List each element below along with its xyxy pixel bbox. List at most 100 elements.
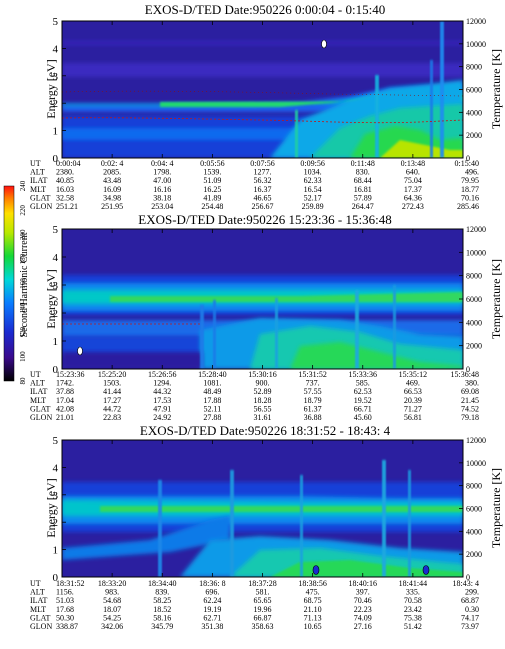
panel-2: EXOS-D/TED Date:950226 15:23:36 - 15:36:… — [30, 212, 503, 422]
table-row-label: GLON — [30, 413, 52, 422]
table-cell: 0:05:56 — [200, 159, 224, 168]
table-cell: 22.23 — [354, 605, 372, 614]
table-cell: 0:13:48 — [401, 159, 425, 168]
table-cell: 54.25 — [103, 613, 121, 622]
table-cell: 37.88 — [56, 387, 74, 396]
table-cell: 36.88 — [304, 413, 322, 422]
table-cell: 358.63 — [252, 622, 274, 631]
table-cell: 253.04 — [151, 202, 173, 211]
table-cell: 1503. — [103, 379, 121, 388]
table-cell: 45.60 — [354, 413, 372, 422]
ytick-label: 0 — [53, 572, 59, 584]
ytick-label: 5 — [53, 435, 59, 447]
table-row-label: MLT — [30, 396, 46, 405]
table-cell: 66.87 — [254, 613, 272, 622]
table-cell: 342.06 — [101, 622, 123, 631]
table-cell: 0.30 — [465, 605, 479, 614]
table-cell: 32.58 — [56, 193, 74, 202]
table-cell: 272.43 — [402, 202, 424, 211]
table-cell: 74.09 — [354, 613, 372, 622]
table-cell: 299. — [465, 588, 479, 597]
table-cell: 696. — [205, 588, 219, 597]
table-cell: 62.24 — [203, 596, 221, 605]
table-cell: 15:26:56 — [148, 370, 176, 379]
table-cell: 57.55 — [304, 387, 322, 396]
ytick-label: 4 — [53, 462, 59, 474]
table-cell: 74.17 — [461, 613, 479, 622]
colorbar-tick-label: 160 — [19, 278, 27, 289]
table-cell: 51.09 — [203, 176, 221, 185]
table-cell: 20.39 — [404, 396, 422, 405]
table-cell: 0:02: 4 — [101, 159, 123, 168]
panel-2-ylabel: Energy [eV] — [44, 269, 58, 328]
table-cell: 345.79 — [151, 622, 173, 631]
table-cell: 68.87 — [461, 596, 479, 605]
table-cell: 0:07:56 — [250, 159, 274, 168]
table-row-label: UT — [30, 159, 41, 168]
panel-2-heatmap — [62, 229, 463, 369]
y2tick-label: 0 — [466, 573, 470, 582]
table-cell: 351.38 — [201, 622, 223, 631]
table-cell: 285.46 — [457, 202, 479, 211]
table-cell: 640. — [406, 168, 420, 177]
colorbar-tick-label: 120 — [19, 327, 27, 338]
table-cell: 41.44 — [103, 387, 121, 396]
table-cell: 40.85 — [56, 176, 74, 185]
table-cell: 256.67 — [252, 202, 274, 211]
table-cell: 338.87 — [56, 622, 78, 631]
y2tick-label: 10000 — [466, 459, 486, 468]
table-cell: 27.88 — [203, 413, 221, 422]
table-cell: 24.92 — [153, 413, 171, 422]
table-cell: 21.01 — [56, 413, 74, 422]
table-cell: 57.89 — [354, 193, 372, 202]
colorbar-tick-label: 200 — [19, 229, 27, 240]
table-cell: 43.48 — [103, 176, 121, 185]
table-row-label: GLON — [30, 622, 52, 631]
table-cell: 496. — [465, 168, 479, 177]
table-cell: 19.52 — [354, 396, 372, 405]
table-cell: 69.08 — [461, 387, 479, 396]
table-cell: 62.53 — [354, 387, 372, 396]
colorbar-tick-label: 140 — [19, 302, 27, 313]
table-row-label: GLAT — [30, 613, 51, 622]
table-cell: 1798. — [153, 168, 171, 177]
table-cell: 15:23:36 — [56, 370, 84, 379]
table-cell: 581. — [256, 588, 270, 597]
ytick-label: 2 — [53, 98, 59, 110]
y2tick-label: 2000 — [466, 131, 482, 140]
table-cell: 52.17 — [304, 193, 322, 202]
y2tick-label: 4000 — [466, 108, 482, 117]
table-cell: 18.07 — [103, 605, 121, 614]
panel-3-y2label: Temperature [K] — [489, 468, 503, 548]
table-cell: 1294. — [153, 379, 171, 388]
y2tick-label: 8000 — [466, 272, 482, 281]
ytick-label: 1 — [53, 545, 59, 557]
table-cell: 251.95 — [101, 202, 123, 211]
table-cell: 18.77 — [461, 185, 479, 194]
y2tick-label: 12000 — [466, 17, 486, 26]
y2tick-label: 10000 — [466, 248, 486, 257]
table-cell: 469. — [406, 379, 420, 388]
table-cell: 16.16 — [153, 185, 171, 194]
ytick-label: 1 — [53, 336, 59, 348]
colorbar-tick-label: 100 — [19, 351, 27, 362]
table-cell: 259.89 — [302, 202, 324, 211]
table-cell: 56.55 — [254, 404, 272, 413]
table-cell: 737. — [306, 379, 320, 388]
table-cell: 51.42 — [404, 622, 422, 631]
table-cell: 41.89 — [203, 193, 221, 202]
y2tick-label: 6000 — [466, 295, 482, 304]
table-cell: 79.95 — [461, 176, 479, 185]
table-cell: 17.37 — [404, 185, 422, 194]
y2tick-label: 6000 — [466, 86, 482, 95]
table-cell: 62.33 — [304, 176, 322, 185]
table-cell: 19.96 — [254, 605, 272, 614]
table-cell: 31.61 — [254, 413, 272, 422]
table-cell: 335. — [406, 588, 420, 597]
table-row-label: ILAT — [30, 176, 47, 185]
table-cell: 18:34:40 — [148, 579, 176, 588]
table-row-label: ILAT — [30, 596, 47, 605]
table-cell: 1081. — [203, 379, 221, 388]
table-cell: 47.00 — [153, 176, 171, 185]
table-cell: 19.19 — [203, 605, 221, 614]
